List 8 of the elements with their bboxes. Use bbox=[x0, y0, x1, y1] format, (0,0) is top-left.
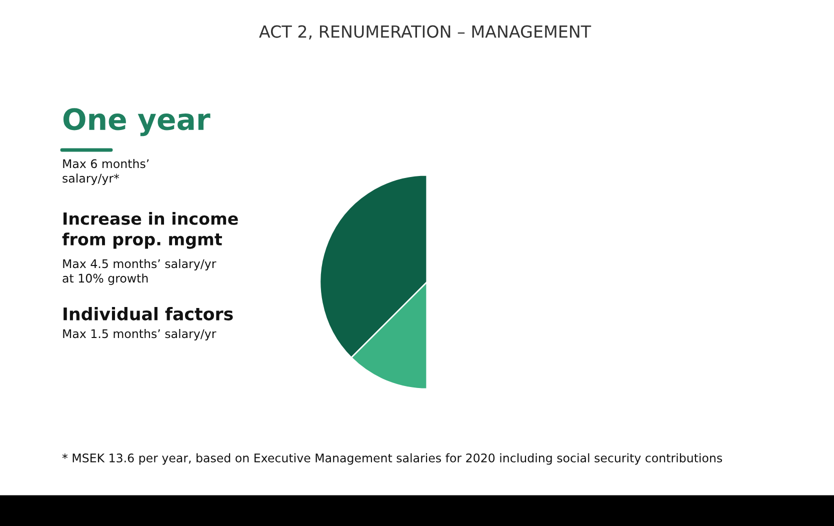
text: Individual factors bbox=[64, 307, 233, 320]
text: * MSEK 13.6 per year, based on Executive Management salaries for 2020 including social security contributions bbox=[62, 453, 722, 465]
text: Max 4.5 months’ salary/yr at 10% growth bbox=[62, 259, 216, 285]
text: Increase in income from prop. mgmt bbox=[62, 212, 238, 249]
text: Max 6 months’ salary/yr* bbox=[62, 159, 149, 185]
chart-subtitle: One year bbox=[63, 108, 210, 136]
chart-title: ACT 2, RENUMERATION – MANAGEMENT bbox=[259, 25, 592, 40]
text: Max 1.5 months’ salary/yr bbox=[63, 329, 216, 340]
